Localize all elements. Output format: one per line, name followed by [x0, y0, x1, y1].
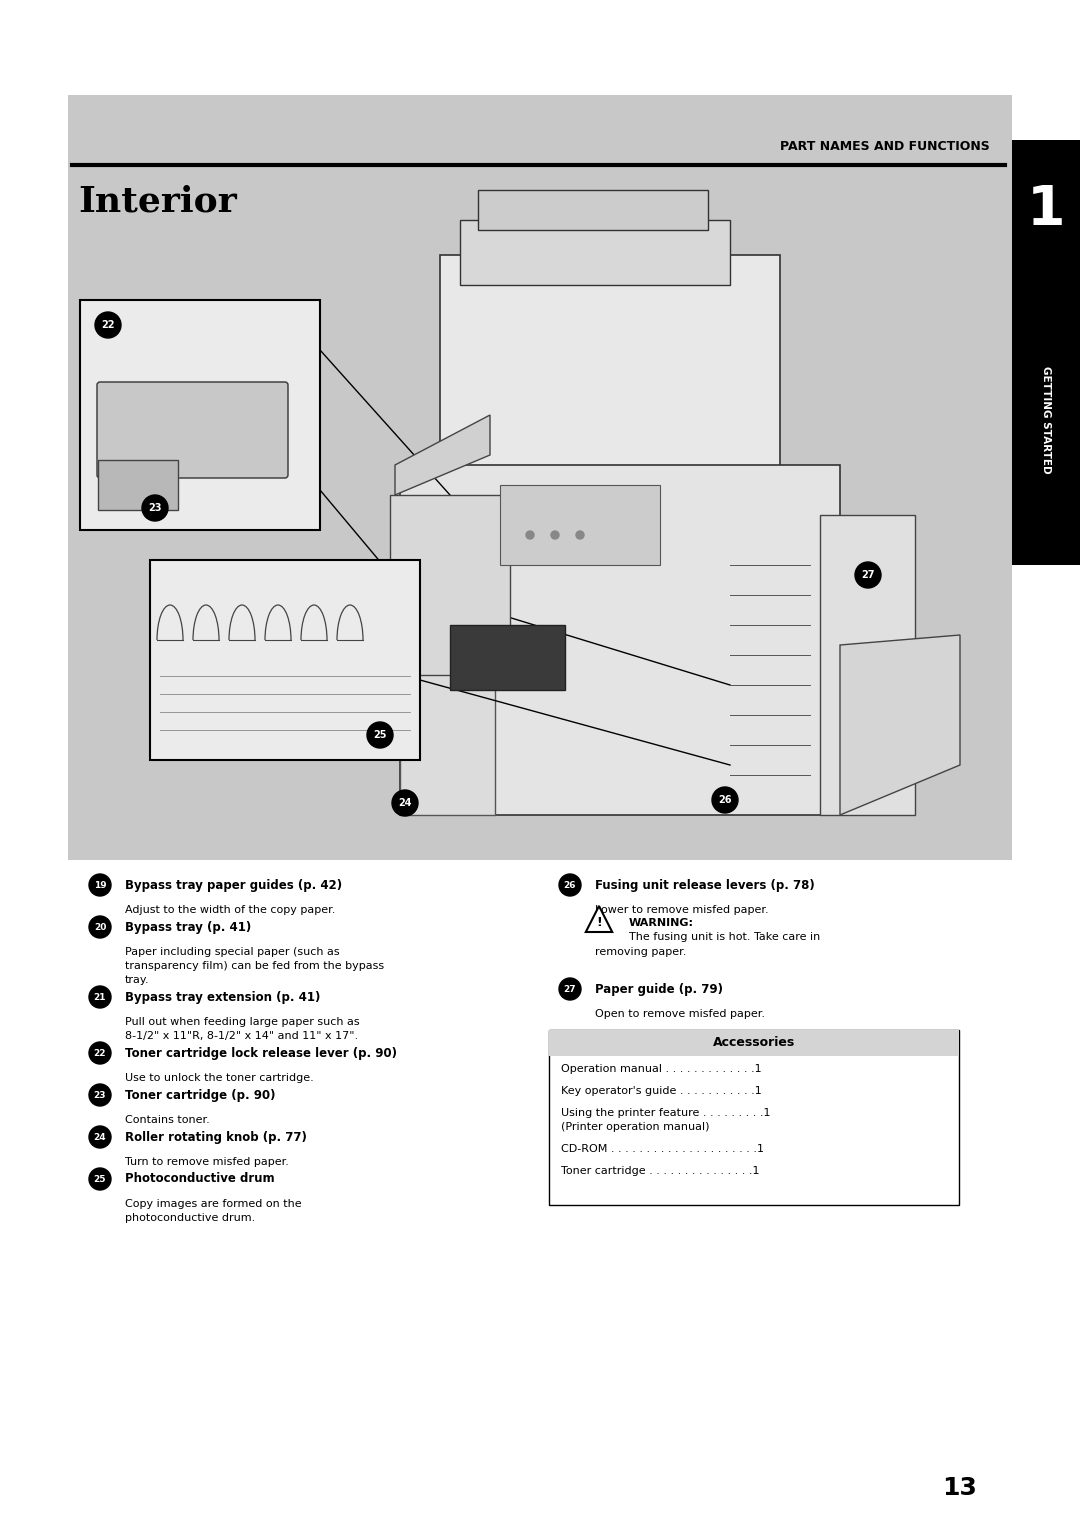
Circle shape [576, 532, 584, 539]
Bar [549, 1030, 959, 1206]
Text: CD-ROM . . . . . . . . . . . . . . . . . . . . .1: CD-ROM . . . . . . . . . . . . . . . . .… [561, 1144, 764, 1154]
Bar [80, 299, 320, 530]
Text: 26: 26 [718, 795, 732, 805]
Bar [820, 515, 915, 814]
Bar [500, 484, 660, 565]
Text: PART NAMES AND FUNCTIONS: PART NAMES AND FUNCTIONS [780, 141, 990, 153]
Bar [390, 495, 510, 675]
Circle shape [89, 986, 111, 1008]
Text: 21: 21 [94, 993, 106, 1001]
Text: Paper guide (p. 79): Paper guide (p. 79) [595, 983, 723, 996]
Text: Interior: Interior [78, 185, 237, 219]
Polygon shape [395, 416, 490, 495]
Text: 24: 24 [94, 1132, 106, 1141]
Polygon shape [840, 636, 960, 814]
Text: 20: 20 [94, 923, 106, 932]
Circle shape [559, 978, 581, 999]
Text: 8-1/2" x 11"R, 8-1/2" x 14" and 11" x 17".: 8-1/2" x 11"R, 8-1/2" x 14" and 11" x 17… [125, 1031, 359, 1041]
Text: 22: 22 [94, 1048, 106, 1057]
Text: Roller rotating knob (p. 77): Roller rotating knob (p. 77) [125, 1131, 307, 1143]
Circle shape [89, 915, 111, 938]
Bar [400, 465, 840, 814]
Circle shape [89, 1042, 111, 1063]
Text: Adjust to the width of the copy paper.: Adjust to the width of the copy paper. [125, 905, 336, 915]
Text: Lower to remove misfed paper.: Lower to remove misfed paper. [595, 905, 769, 915]
Circle shape [551, 532, 559, 539]
Bar [68, 95, 1012, 860]
Circle shape [367, 723, 393, 749]
Text: 19: 19 [94, 880, 106, 889]
Text: Toner cartridge . . . . . . . . . . . . . . .1: Toner cartridge . . . . . . . . . . . . … [561, 1166, 759, 1177]
Text: Key operator's guide . . . . . . . . . . .1: Key operator's guide . . . . . . . . . .… [561, 1086, 761, 1096]
Bar [549, 1030, 959, 1056]
Text: Using the printer feature . . . . . . . . .1: Using the printer feature . . . . . . . … [561, 1108, 770, 1118]
Text: Copy images are formed on the: Copy images are formed on the [125, 1199, 301, 1209]
Text: Accessories: Accessories [713, 1036, 795, 1050]
Text: Bypass tray (p. 41): Bypass tray (p. 41) [125, 920, 252, 934]
Text: 25: 25 [94, 1175, 106, 1184]
Text: Photoconductive drum: Photoconductive drum [125, 1172, 274, 1186]
Text: 27: 27 [564, 984, 577, 993]
Circle shape [712, 787, 738, 813]
Text: Pull out when feeding large paper such as: Pull out when feeding large paper such a… [125, 1018, 360, 1027]
Circle shape [89, 1167, 111, 1190]
Polygon shape [585, 906, 612, 932]
Text: Contains toner.: Contains toner. [125, 1115, 210, 1125]
FancyBboxPatch shape [460, 220, 730, 286]
Text: 1: 1 [1027, 183, 1065, 237]
Bar [1012, 141, 1080, 565]
FancyBboxPatch shape [478, 189, 708, 231]
Text: Bypass tray paper guides (p. 42): Bypass tray paper guides (p. 42) [125, 879, 342, 891]
Text: GETTING STARTED: GETTING STARTED [1041, 367, 1051, 474]
FancyBboxPatch shape [97, 382, 288, 478]
Text: 22: 22 [102, 319, 114, 330]
Bar [98, 460, 178, 510]
Text: (Printer operation manual): (Printer operation manual) [561, 1122, 710, 1132]
Text: tray.: tray. [125, 975, 149, 986]
Text: 24: 24 [399, 798, 411, 808]
Circle shape [89, 874, 111, 895]
Text: 26: 26 [564, 880, 577, 889]
FancyBboxPatch shape [440, 255, 780, 475]
Circle shape [89, 1126, 111, 1148]
Text: Operation manual . . . . . . . . . . . . .1: Operation manual . . . . . . . . . . . .… [561, 1063, 761, 1074]
Circle shape [95, 312, 121, 338]
Text: Turn to remove misfed paper.: Turn to remove misfed paper. [125, 1157, 288, 1167]
Text: !: ! [596, 917, 602, 929]
Text: Toner cartridge (p. 90): Toner cartridge (p. 90) [125, 1088, 275, 1102]
Text: photoconductive drum.: photoconductive drum. [125, 1213, 255, 1222]
Circle shape [89, 1083, 111, 1106]
Bar [150, 559, 420, 759]
Text: 25: 25 [374, 730, 387, 740]
Circle shape [855, 562, 881, 588]
Circle shape [392, 790, 418, 816]
Text: removing paper.: removing paper. [595, 947, 687, 957]
Text: Toner cartridge lock release lever (p. 90): Toner cartridge lock release lever (p. 9… [125, 1047, 397, 1059]
Text: Paper including special paper (such as: Paper including special paper (such as [125, 947, 339, 957]
Circle shape [559, 874, 581, 895]
Text: 23: 23 [148, 503, 162, 513]
Bar [450, 625, 565, 691]
Bar [400, 614, 495, 814]
Text: 13: 13 [943, 1476, 977, 1500]
Circle shape [141, 495, 168, 521]
Text: 27: 27 [861, 570, 875, 581]
Text: WARNING:: WARNING: [629, 918, 694, 927]
Text: Fusing unit release levers (p. 78): Fusing unit release levers (p. 78) [595, 879, 814, 891]
Text: 23: 23 [94, 1091, 106, 1100]
Text: transparency film) can be fed from the bypass: transparency film) can be fed from the b… [125, 961, 384, 970]
Text: Bypass tray extension (p. 41): Bypass tray extension (p. 41) [125, 990, 321, 1004]
Text: Use to unlock the toner cartridge.: Use to unlock the toner cartridge. [125, 1073, 314, 1083]
Text: Open to remove misfed paper.: Open to remove misfed paper. [595, 1008, 765, 1019]
Circle shape [526, 532, 534, 539]
Text: The fusing unit is hot. Take care in: The fusing unit is hot. Take care in [629, 932, 820, 941]
